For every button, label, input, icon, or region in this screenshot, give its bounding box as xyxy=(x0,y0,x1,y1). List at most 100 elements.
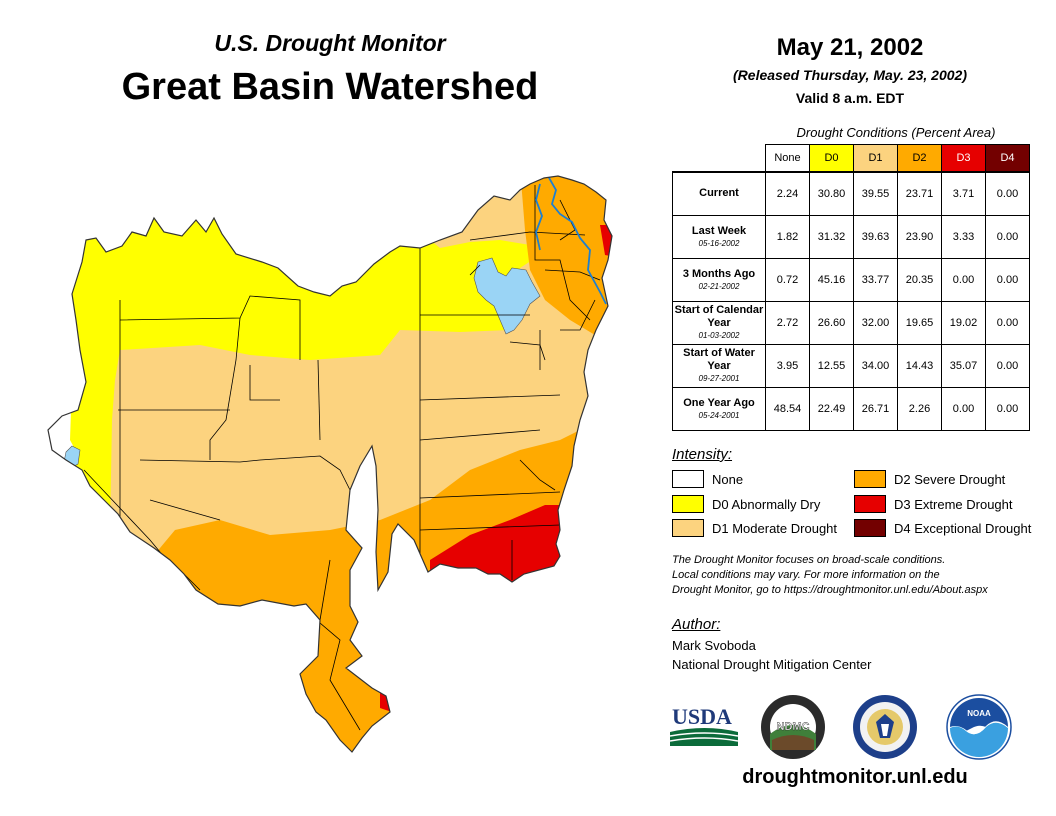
legend-item-d1: D1 Moderate Drought xyxy=(672,519,837,537)
row-date: 09-27-2001 xyxy=(698,374,740,383)
table-row: Current 2.24 30.80 39.55 23.71 3.71 0.00 xyxy=(672,171,1030,216)
row-title: One Year Ago xyxy=(683,396,755,409)
cell-d4: 0.00 xyxy=(985,300,1030,345)
cell-d0: 26.60 xyxy=(809,300,854,345)
drought-map xyxy=(47,175,613,753)
cell-d3: 3.33 xyxy=(941,214,986,259)
legend-item-d4: D4 Exceptional Drought xyxy=(854,519,1031,537)
col-header-d0: D0 xyxy=(809,144,854,173)
cell-d2: 2.26 xyxy=(897,386,942,431)
usda-logo: USDA xyxy=(670,704,739,746)
author-title: Author: xyxy=(672,616,721,633)
note-line: Drought Monitor, go to https://droughtmo… xyxy=(672,584,988,596)
cell-d1: 39.63 xyxy=(853,214,898,259)
cell-none: 2.72 xyxy=(765,300,810,345)
cell-d3: 35.07 xyxy=(941,343,986,388)
table-row: 3 Months Ago 02-21-2002 0.72 45.16 33.77 … xyxy=(672,257,1030,302)
col-header-d4: D4 xyxy=(985,144,1030,173)
cell-d4: 0.00 xyxy=(985,257,1030,302)
cell-d4: 0.00 xyxy=(985,386,1030,431)
note-line: Local conditions may vary. For more info… xyxy=(672,569,940,581)
cell-d2: 14.43 xyxy=(897,343,942,388)
cell-d0: 22.49 xyxy=(809,386,854,431)
basin-outline xyxy=(47,175,613,753)
table-row: Start of Water Year 09-27-2001 3.95 12.55… xyxy=(672,343,1030,388)
cell-d4: 0.00 xyxy=(985,214,1030,259)
legend-label: D4 Exceptional Drought xyxy=(894,520,1032,536)
disclaimer-note: The Drought Monitor focuses on broad-sca… xyxy=(672,553,1052,598)
noaa-logo: NOAA xyxy=(946,694,1012,760)
row-label: 3 Months Ago 02-21-2002 xyxy=(672,257,766,302)
cell-d4: 0.00 xyxy=(985,343,1030,388)
table-row: Start of Calendar Year 01-03-2002 2.72 26… xyxy=(672,300,1030,345)
legend-item-none: None xyxy=(672,470,743,488)
row-title: Start of Calendar Year xyxy=(674,304,764,329)
commerce-seal xyxy=(853,695,917,759)
row-date: 05-16-2002 xyxy=(698,238,740,248)
cell-d0: 45.16 xyxy=(809,257,854,302)
row-label: Last Week 05-16-2002 xyxy=(672,214,766,259)
cell-none: 3.95 xyxy=(765,343,810,388)
cell-d3: 3.71 xyxy=(941,171,986,216)
cell-d0: 30.80 xyxy=(809,171,854,216)
row-label: Start of Water Year 09-27-2001 xyxy=(672,343,766,388)
row-date: 02-21-2002 xyxy=(698,281,740,291)
cell-none: 0.72 xyxy=(765,257,810,302)
row-date: 01-03-2002 xyxy=(698,331,740,340)
cell-d1: 32.00 xyxy=(853,300,898,345)
cell-d1: 26.71 xyxy=(853,386,898,431)
cell-none: 48.54 xyxy=(765,386,810,431)
col-header-d2: D2 xyxy=(897,144,942,173)
table-row: Last Week 05-16-2002 1.82 31.32 39.63 23.… xyxy=(672,214,1030,259)
release-date: (Released Thursday, May. 23, 2002) xyxy=(733,67,967,83)
map-subtitle: U.S. Drought Monitor xyxy=(214,30,446,56)
row-label: Start of Calendar Year 01-03-2002 xyxy=(672,300,766,345)
legend-item-d0: D0 Abnormally Dry xyxy=(672,495,820,513)
cell-d1: 33.77 xyxy=(853,257,898,302)
valid-time: Valid 8 a.m. EDT xyxy=(795,90,905,106)
cell-d3: 19.02 xyxy=(941,300,986,345)
d2-northeast-area xyxy=(520,176,612,335)
map-title: Great Basin Watershed xyxy=(121,66,539,108)
legend-swatch-none xyxy=(672,470,704,488)
legend-label: None xyxy=(712,471,744,487)
legend-item-d2: D2 Severe Drought xyxy=(854,470,1005,488)
cell-d2: 23.90 xyxy=(897,214,942,259)
drought-areas xyxy=(48,176,612,752)
legend-title: Intensity: xyxy=(672,446,733,463)
map-date: May 21, 2002 xyxy=(776,34,924,61)
row-title: Last Week xyxy=(691,224,747,237)
drought-conditions-table: None D0 D1 D2 D3 D4 Current 2.24 30.80 3… xyxy=(672,144,1030,431)
cell-d1: 34.00 xyxy=(853,343,898,388)
website-link[interactable]: droughtmonitor.unl.edu xyxy=(742,766,968,788)
row-label: One Year Ago 05-24-2001 xyxy=(672,386,766,431)
cell-d2: 23.71 xyxy=(897,171,942,216)
cell-none: 2.24 xyxy=(765,171,810,216)
cell-d2: 20.35 xyxy=(897,257,942,302)
ndmc-logo: NDMC xyxy=(761,695,825,759)
row-date: 05-24-2001 xyxy=(698,410,740,420)
table-corner xyxy=(673,145,766,173)
legend-label: D1 Moderate Drought xyxy=(712,520,838,536)
note-line: The Drought Monitor focuses on broad-sca… xyxy=(672,554,946,566)
table-caption: Drought Conditions (Percent Area) xyxy=(796,125,996,140)
table-row: One Year Ago 05-24-2001 48.54 22.49 26.71… xyxy=(672,386,1030,431)
row-title: 3 Months Ago xyxy=(682,267,756,280)
noaa-logo-text: NOAA xyxy=(967,709,991,718)
rivers xyxy=(535,176,607,305)
table-header-row: None D0 D1 D2 D3 D4 xyxy=(673,144,1030,173)
legend-swatch-d3 xyxy=(854,495,886,513)
d3-northeast-spot xyxy=(600,225,612,260)
cell-d3: 0.00 xyxy=(941,257,986,302)
row-title: Current xyxy=(699,187,739,200)
cell-d2: 19.65 xyxy=(897,300,942,345)
legend-swatch-d1 xyxy=(672,519,704,537)
cell-d1: 39.55 xyxy=(853,171,898,216)
usda-logo-text: USDA xyxy=(672,704,732,729)
legend-swatch-d0 xyxy=(672,495,704,513)
d3-extreme-drought-area xyxy=(430,505,570,585)
cell-d3: 0.00 xyxy=(941,386,986,431)
ndmc-logo-text: NDMC xyxy=(777,721,810,733)
cell-none: 1.82 xyxy=(765,214,810,259)
row-label: Current xyxy=(672,171,766,216)
